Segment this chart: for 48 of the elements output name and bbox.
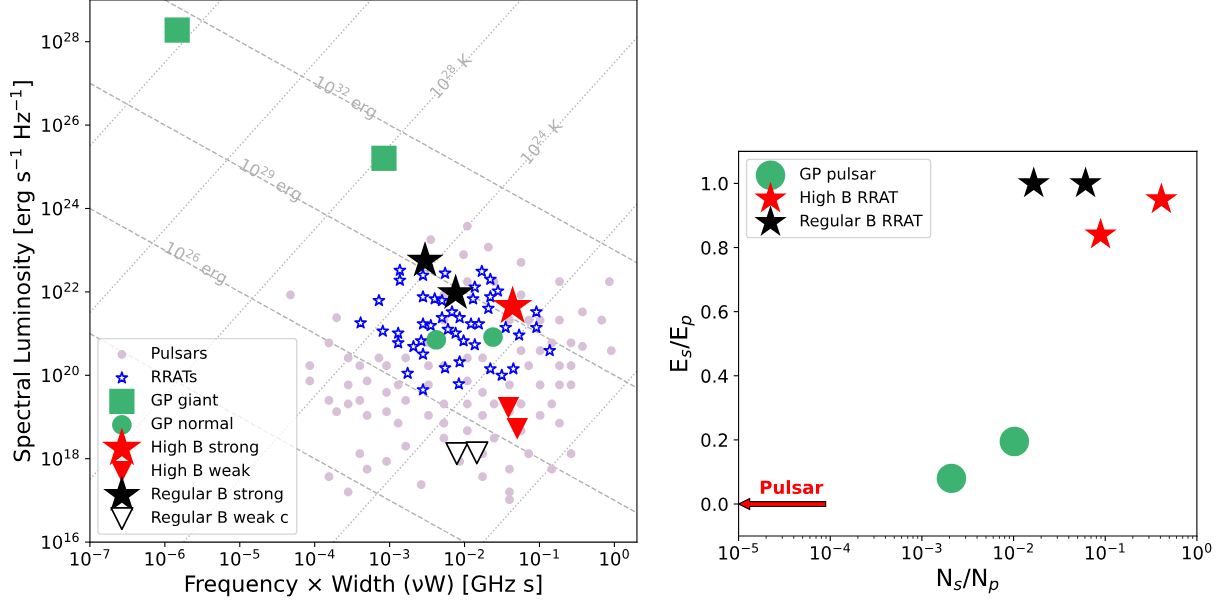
legend-label: GP normal: [151, 416, 233, 430]
legend-label: High B strong: [152, 440, 258, 456]
x-tick-label: 10$^{−4}$: [811, 543, 851, 560]
y-tick-label: 0.8: [701, 240, 728, 255]
y-tick-label: 1.0: [702, 176, 728, 191]
x-tick-label: 10$^{−2}$: [994, 543, 1033, 560]
annotation: 10$^{32}$ erg: [312, 72, 380, 122]
legend-label: Regular B weak c: [152, 510, 288, 527]
annotation: 10$^{26}$ erg: [162, 238, 230, 287]
x-tick-label: 10$^{−1}$: [1086, 543, 1125, 560]
x-tick-label: 10$^{−1}$: [520, 549, 559, 566]
legend-label: GP pulsar: [800, 167, 876, 183]
y-tick-label: 0.0: [701, 497, 728, 512]
legend-label: High B RRAT: [800, 190, 899, 207]
legend-label: High B weak: [152, 463, 251, 480]
x-axis-title: Frequency × Width (νW) [GHz s]: [185, 574, 542, 597]
y-tick-label: 10$^{20}$: [42, 365, 79, 383]
x-tick-label: 10$^{−5}$: [220, 549, 260, 566]
x-tick-label: 10$^{−4}$: [295, 549, 335, 566]
x-tick-label: 10$^{−6}$: [145, 549, 185, 566]
x-tick-label: 10$^{0}$: [600, 549, 629, 566]
annotation: 10$^{24}$ K: [517, 116, 564, 165]
y-tick-label: 10$^{26}$: [42, 115, 79, 133]
x-tick-label: 10$^{−5}$: [719, 543, 759, 560]
y-axis-title: E$_{s}$/E$_{p}$: [670, 315, 695, 371]
legend-label: Regular B RRAT: [800, 214, 923, 230]
legend-label: RRATs: [152, 370, 197, 383]
legend-label: Pulsars: [152, 346, 207, 359]
y-tick-label: 10$^{18}$: [42, 449, 79, 466]
x-tick-label: 10$^{−3}$: [370, 549, 410, 566]
y-tick-label: 10$^{16}$: [42, 532, 79, 550]
x-axis-title: N$_{s}$/N$_{p}$: [937, 568, 999, 594]
y-tick-label: 10$^{22}$: [42, 282, 79, 299]
x-tick-label: 10$^{0}$: [1182, 543, 1212, 560]
x-tick-label: 10$^{−7}$: [70, 549, 110, 566]
legend-label: Regular B strong: [152, 487, 283, 503]
annotation: 10$^{29}$ erg: [237, 155, 305, 204]
y-tick-label: 0.2: [701, 433, 728, 447]
annotation: Pulsar: [760, 480, 824, 495]
annotation: 10$^{28}$ K: [427, 50, 473, 99]
x-tick-label: 10$^{−2}$: [445, 549, 484, 566]
y-tick-label: 0.4: [701, 369, 728, 383]
y-tick-label: 10$^{24}$: [42, 198, 79, 216]
y-axis-title: Spectral Luminosity [erg s$^{−1}$ Hz$^{−1}$]: [10, 81, 35, 462]
y-tick-label: 10$^{28}$: [42, 32, 79, 49]
x-tick-label: 10$^{−3}$: [902, 543, 942, 560]
legend-label: GP giant: [151, 393, 219, 409]
y-tick-label: 0.6: [701, 305, 728, 319]
